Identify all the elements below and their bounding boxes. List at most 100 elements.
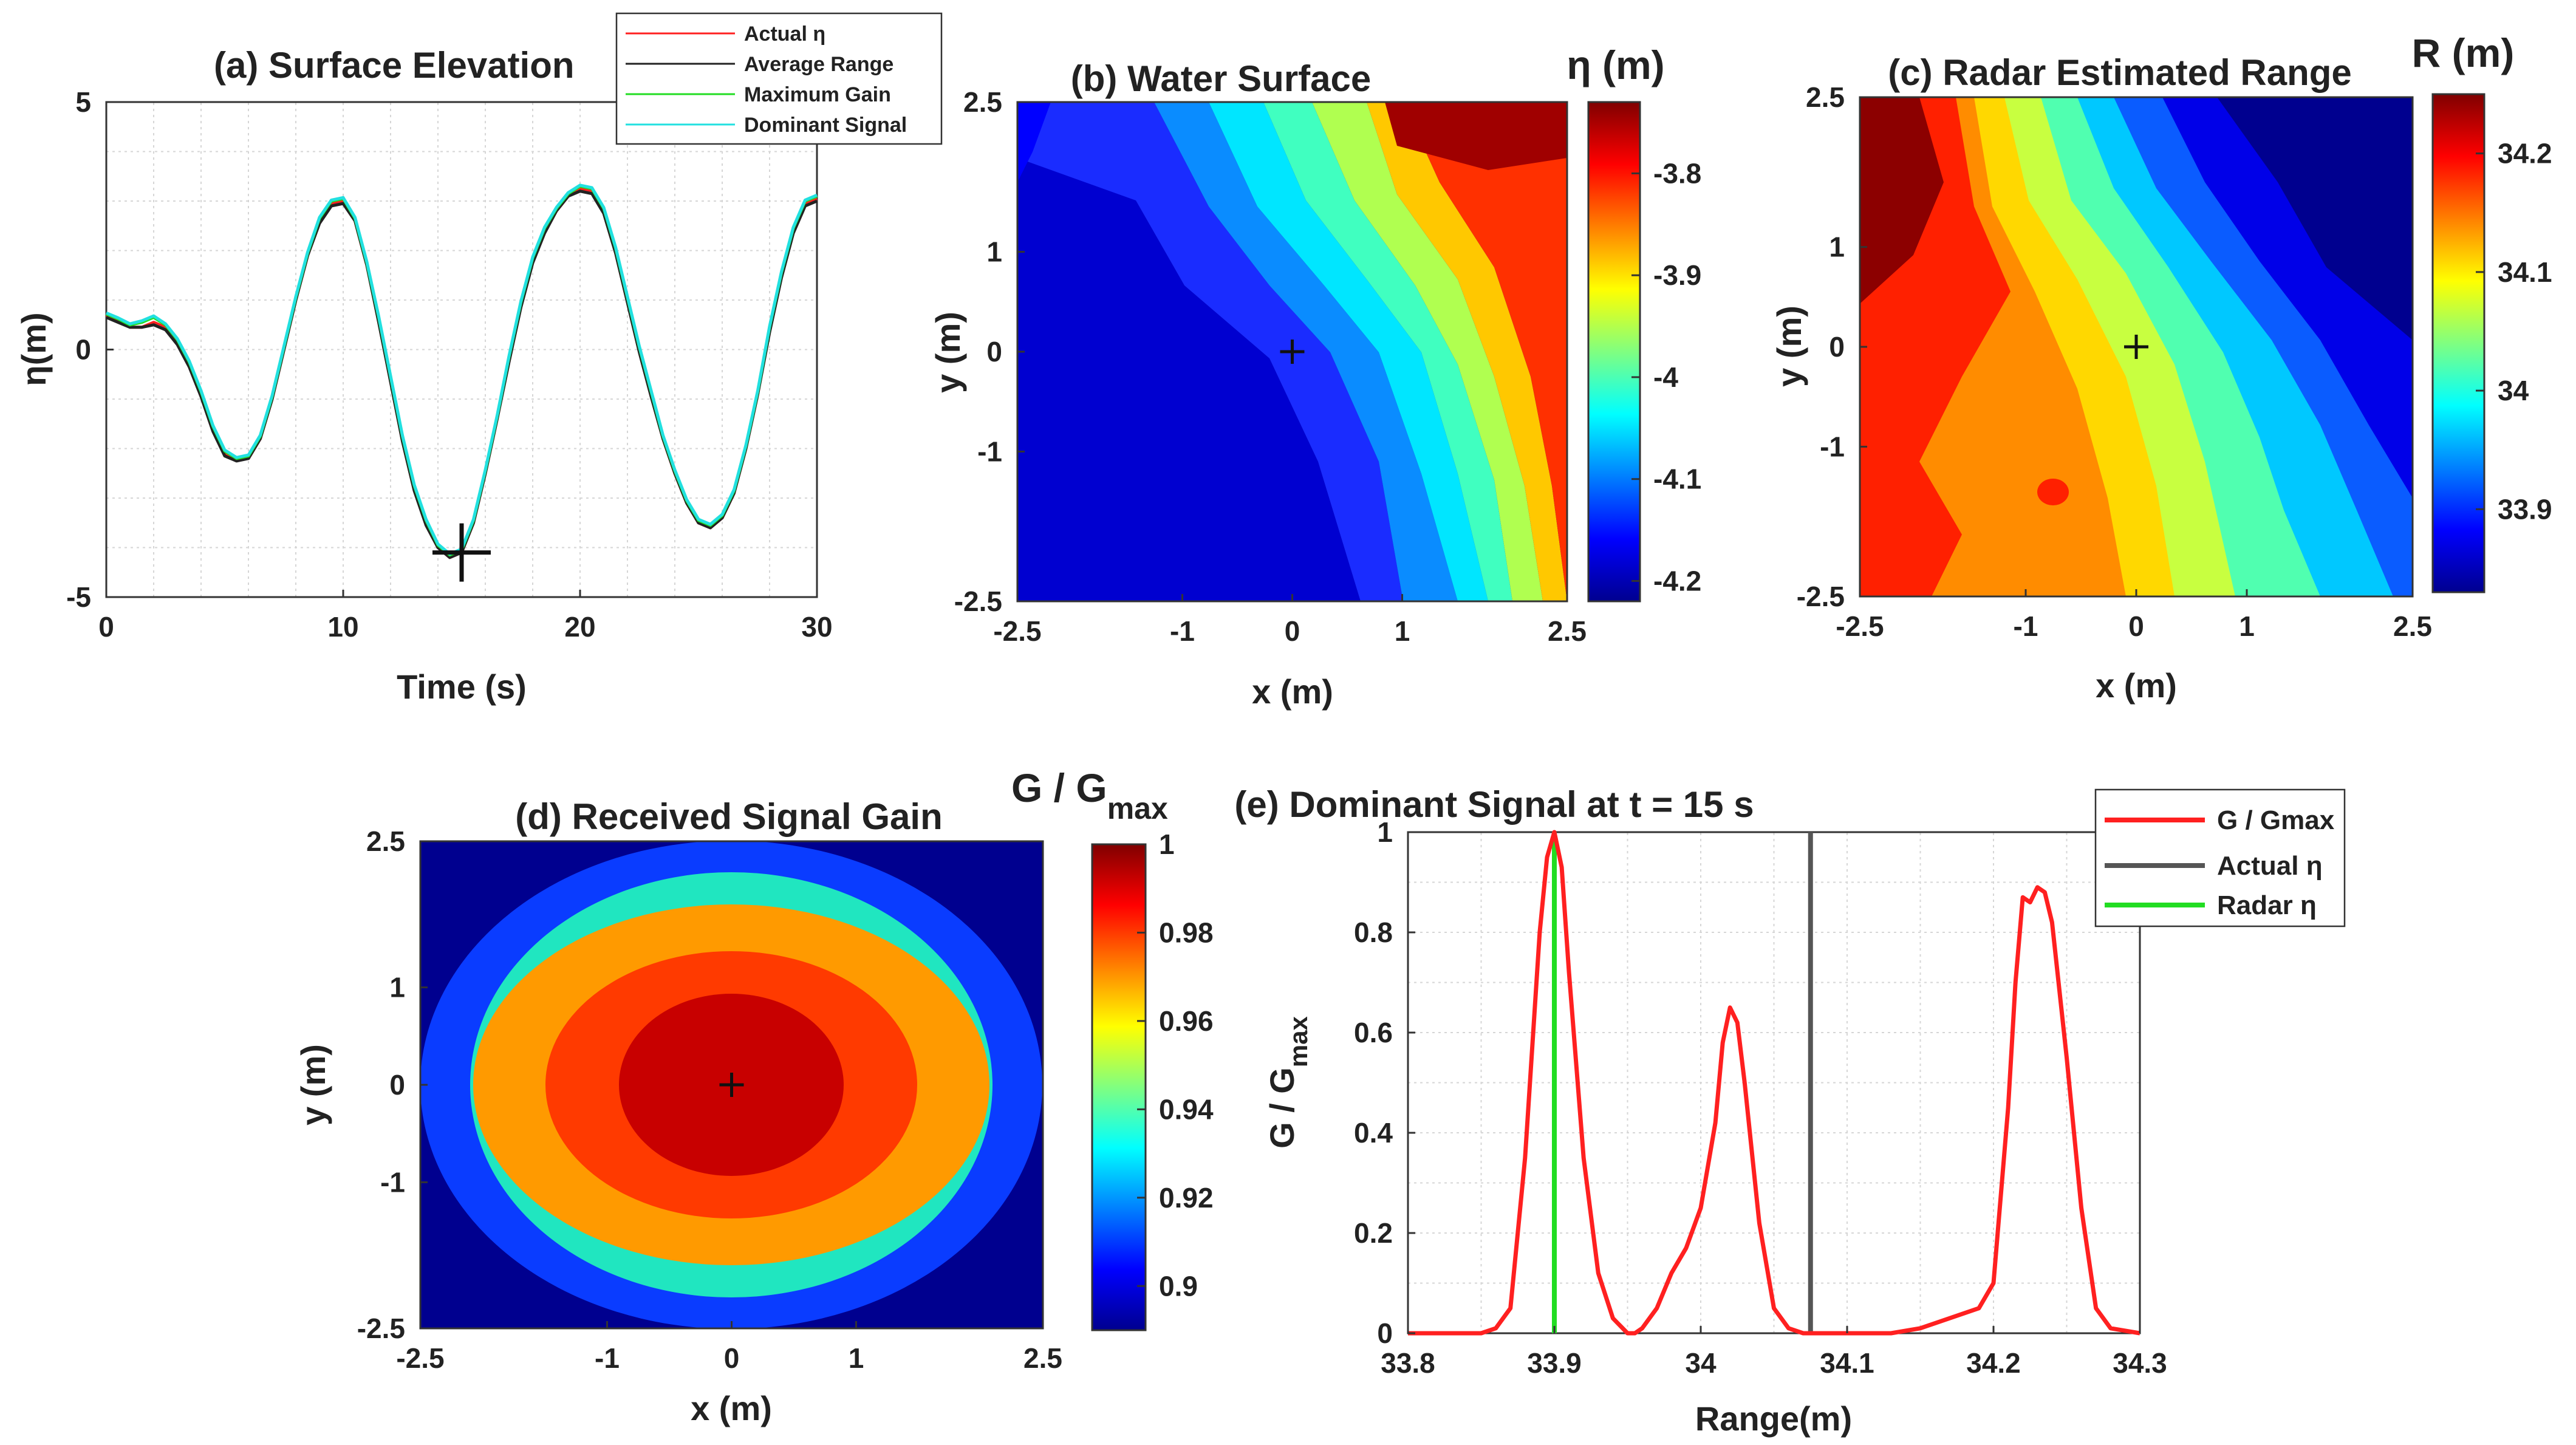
panel-e-xtick-label-2: 34: [1685, 1347, 1717, 1379]
panel-b-title: (b) Water Surface: [1071, 58, 1372, 99]
panel-d-cbtick-label-3: 0.94: [1159, 1093, 1214, 1125]
panel-a-series-line-3: [106, 183, 818, 556]
panel-a-series-line-2: [106, 185, 818, 557]
panel-d-colorbar-ticks: 1 0.98 0.96 0.94 0.92 0.9: [1137, 828, 1214, 1302]
legend-label-average: Average Range: [744, 53, 893, 76]
panel-e-grid: [1408, 832, 2140, 1333]
map-c-band-10: [1860, 97, 1944, 304]
map-b-band-6: [1263, 102, 1512, 601]
panel-d-cbtick-label-2: 0.96: [1159, 1005, 1214, 1037]
panel-c-xlabel: x (m): [2096, 666, 2177, 705]
panel-b-ytick-label-2: 0: [986, 336, 1002, 367]
panel-b: (b) Water Surface -2.5 -1 0 1 2.5 -2.5 -1 0 1 2.…: [929, 43, 1701, 711]
panel-e-xtick-label-0: 33.8: [1381, 1347, 1435, 1379]
panel-d-ytick-label-1: -1: [380, 1166, 405, 1198]
panel-e-xtick-label-5: 34.3: [2113, 1347, 2167, 1379]
map-b-band-3: [1017, 102, 1403, 601]
panel-c: (c) Radar Estimated Range -2.5 -1 0 1 2.5 -2…: [1770, 30, 2552, 705]
panel-c-title: (c) Radar Estimated Range: [1888, 52, 2352, 93]
panel-d-title: (d) Received Signal Gain: [515, 796, 943, 837]
panel-e-ylabel-sub: max: [1284, 1016, 1313, 1067]
panel-e-ytick-label-3: 0.6: [1354, 1017, 1393, 1048]
panel-c-ytick-label-1: -1: [1820, 431, 1845, 462]
panel-b-colorbar: [1587, 101, 1641, 603]
panel-c-colorbar: [2431, 93, 2485, 593]
legend-label-maxgain: Maximum Gain: [744, 83, 891, 106]
panel-d-ytick-label-3: 1: [389, 972, 405, 1003]
panel-e-yticks: 0 0.2 0.4 0.6 0.8 1: [1354, 816, 1415, 1349]
panel-e-series-line-0: [1408, 830, 2140, 1336]
panel-b-cbtick-label-2: -4: [1653, 361, 1678, 393]
panel-a-ylabel: η(m): [15, 312, 53, 386]
panel-a-ytick-label-1: 0: [75, 334, 91, 366]
panel-d-ytick-label-0: -2.5: [357, 1313, 405, 1344]
panel-c-ytick-label-3: 1: [1829, 231, 1845, 263]
legend-e-label-actual: Actual η: [2217, 851, 2323, 881]
panel-d-ytick-label-2: 0: [389, 1069, 405, 1101]
panel-d-cbtick-label-0: 1: [1159, 828, 1175, 860]
panel-c-cbtick-label-3: 33.9: [2498, 493, 2552, 525]
panel-e-lines: [1408, 830, 2140, 1336]
panel-d-yticks: -2.5 -1 0 1 2.5: [357, 825, 428, 1344]
panel-e-ylabel-main: G / G: [1263, 1067, 1301, 1149]
panel-a-xticks: 0 10 20 30: [98, 590, 833, 643]
panel-e-xlabel: Range(m): [1695, 1399, 1852, 1438]
panel-d-colorbar-title: G / Gmax: [1011, 765, 1168, 825]
panel-b-ytick-label-0: -2.5: [954, 586, 1002, 617]
panel-b-xticks: -2.5 -1 0 1 2.5: [993, 594, 1587, 647]
panel-c-yticks: -2.5 -1 0 1 2.5: [1797, 81, 1867, 612]
panel-e-ytick-label-2: 0.4: [1354, 1117, 1393, 1149]
panel-c-ytick-label-2: 0: [1829, 331, 1845, 363]
panel-b-xlabel: x (m): [1252, 672, 1333, 711]
panel-d-xtick-label-4: 2.5: [1023, 1342, 1062, 1374]
panel-d-colorbar-title-main: G / G: [1011, 765, 1107, 810]
panel-a-marker: [432, 523, 491, 582]
panel-c-xtick-label-0: -2.5: [1836, 610, 1884, 642]
panel-a-xtick-label-0: 0: [98, 611, 114, 643]
panel-a-xtick-label-3: 30: [801, 611, 832, 643]
panel-b-yticks: -2.5 -1 0 1 2.5: [954, 86, 1025, 617]
panel-b-ytick-label-4: 2.5: [963, 86, 1002, 118]
panel-d-cbtick-label-5: 0.9: [1159, 1270, 1198, 1302]
panel-e-ytick-label-4: 0.8: [1354, 917, 1393, 948]
panel-a-xlabel: Time (s): [397, 668, 527, 706]
panel-b-ytick-label-3: 1: [986, 236, 1002, 268]
map-b-band-11: [1017, 102, 1051, 182]
panel-c-xtick-label-2: 0: [2128, 610, 2144, 642]
panel-c-xtick-label-1: -1: [2014, 610, 2038, 642]
panel-a-ytick-label-0: -5: [66, 581, 91, 613]
panel-b-xtick-label-2: 0: [1285, 615, 1300, 647]
panel-d-xlabel: x (m): [691, 1389, 772, 1427]
panel-e-ytick-label-0: 0: [1377, 1317, 1393, 1349]
panel-a-lines: [106, 183, 818, 559]
panel-d-xtick-label-1: -1: [595, 1342, 620, 1374]
panel-d-cbtick-label-4: 0.92: [1159, 1182, 1214, 1214]
panel-c-center-marker: [2124, 335, 2148, 359]
panel-a: (a) Surface Elevation 0 10 20 30 -505 Time …: [15, 12, 943, 706]
panel-a-legend-box: [615, 12, 943, 145]
map-b-band-5: [1209, 102, 1488, 601]
panel-a-series-line-1: [106, 190, 818, 559]
map-b-band-10: [1385, 102, 1567, 170]
panel-c-xtick-label-4: 2.5: [2393, 610, 2432, 642]
panel-b-colorbar-title: η (m): [1566, 43, 1664, 87]
panel-e-xticks: 33.8 33.9 34 34.1 34.2 34.3: [1381, 1326, 2167, 1379]
panel-c-cbtick-label-0: 34.2: [2498, 138, 2552, 169]
panel-b-xtick-label-3: 1: [1395, 615, 1410, 647]
panel-a-ytick-label-2: 5: [75, 86, 91, 118]
panel-d-cbtick-label-1: 0.98: [1159, 917, 1214, 948]
panel-a-series-line-0: [106, 187, 818, 559]
panel-e-xtick-label-3: 34.1: [1820, 1347, 1874, 1379]
panel-d-ylabel: y (m): [294, 1044, 332, 1126]
panel-b-cbtick-label-0: -3.8: [1653, 157, 1701, 189]
panel-e-xtick-label-4: 34.2: [1966, 1347, 2021, 1379]
map-c-spot: [2037, 479, 2069, 505]
panel-d-xtick-label-0: -2.5: [396, 1342, 444, 1374]
panel-c-colorbar-title: R (m): [2412, 30, 2515, 75]
panel-c-ytick-label-4: 2.5: [1806, 81, 1845, 113]
panel-c-xticks: -2.5 -1 0 1 2.5: [1836, 589, 2432, 642]
panel-c-cbtick-label-2: 34: [2498, 375, 2529, 406]
legend-label-dominant: Dominant Signal: [744, 114, 907, 137]
panel-c-ytick-label-0: -2.5: [1797, 581, 1845, 612]
